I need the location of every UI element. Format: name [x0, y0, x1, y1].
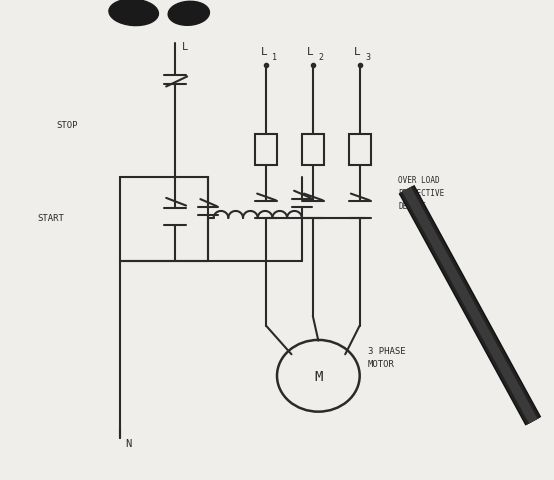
Text: M: M	[314, 369, 322, 383]
Text: 3 PHASE: 3 PHASE	[368, 346, 406, 355]
Bar	[120, 178, 208, 262]
Text: L: L	[307, 47, 314, 57]
Text: DEVICE: DEVICE	[398, 201, 426, 210]
Text: 2: 2	[319, 53, 324, 62]
Text: MOTOR: MOTOR	[368, 360, 395, 369]
Bar	[348, 135, 371, 166]
Text: PROTECTIVE: PROTECTIVE	[398, 189, 444, 198]
Text: 1: 1	[272, 53, 277, 62]
Text: L: L	[354, 47, 361, 57]
Text: L: L	[182, 42, 188, 52]
Text: OVER LOAD: OVER LOAD	[398, 176, 440, 185]
Bar	[255, 135, 277, 166]
Text: START: START	[37, 214, 64, 223]
Text: STOP: STOP	[57, 121, 78, 130]
Bar	[302, 135, 324, 166]
Text: 3: 3	[366, 53, 371, 62]
Text: L: L	[260, 47, 267, 57]
Ellipse shape	[168, 2, 209, 26]
Ellipse shape	[109, 0, 158, 26]
Text: N: N	[125, 438, 132, 448]
